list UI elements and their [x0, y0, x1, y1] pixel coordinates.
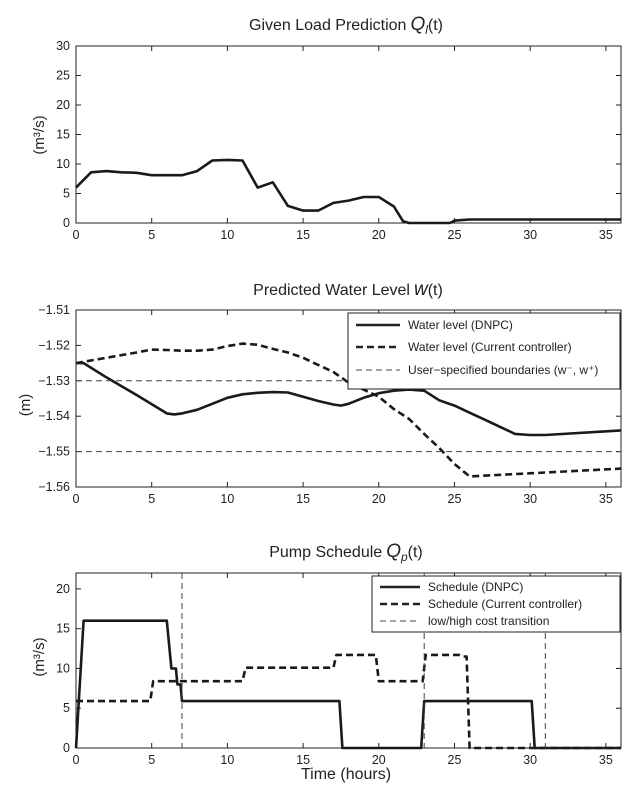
pump-x-tick-label: 10 — [220, 753, 234, 767]
load-y-tick-label: 30 — [56, 39, 70, 53]
water-level-y-tick-label: −1.52 — [38, 338, 70, 352]
load-x-tick-label: 15 — [296, 228, 310, 242]
load-x-tick-label: 35 — [599, 228, 613, 242]
water-level-x-tick-label: 0 — [73, 492, 80, 506]
pump-series-dnpc-line — [74, 619, 621, 750]
load-x-tick-label: 30 — [523, 228, 537, 242]
pump-y-tick-label: 10 — [56, 661, 70, 675]
water-level-x-tick-label: 35 — [599, 492, 613, 506]
water-level-y-tick-label: −1.55 — [38, 445, 70, 459]
water-level-x-tick-label: 15 — [296, 492, 310, 506]
pump-x-tick-label: 35 — [599, 753, 613, 767]
water-level-y-tick-label: −1.54 — [38, 409, 70, 423]
load-y-tick-label: 20 — [56, 98, 70, 112]
pump-x-tick-label: 15 — [296, 753, 310, 767]
water-level-axes-frame — [75, 309, 622, 488]
legend-label-current: Water level (Current controller) — [408, 340, 572, 354]
water-level-legend: Water level (DNPC) Water level (Current … — [347, 312, 621, 390]
water-level-x-tick-label: 5 — [148, 492, 155, 506]
pump-y-tick-label: 0 — [63, 741, 70, 755]
pump-x-tick-label: 25 — [448, 753, 462, 767]
pump-schedule-panel: Pump Schedule Qp(t) (m³/s) Time (hours) 0… — [31, 541, 622, 783]
pump-x-tick-label: 5 — [148, 753, 155, 767]
legend-label-schedule-current: Schedule (Current controller) — [428, 597, 582, 611]
load-series-dnpc-line — [75, 158, 621, 225]
load-y-tick-label: 25 — [56, 69, 70, 83]
water-level-x-tick-label: 10 — [220, 492, 234, 506]
pump-y-tick-label: 20 — [56, 582, 70, 596]
water-level-y-tick-label: −1.56 — [38, 480, 70, 494]
load-chart-marks: 0 5 10 15 20 25 30 35 0 5 10 15 20 25 30 — [56, 39, 622, 242]
water-level-x-tick-label: 30 — [523, 492, 537, 506]
legend-label-schedule-dnpc: Schedule (DNPC) — [428, 580, 523, 594]
pump-schedule-chart-marks: 0 5 10 15 20 25 30 35 0 5 10 15 20 — [56, 572, 622, 767]
pump-x-tick-label: 30 — [523, 753, 537, 767]
water-level-chart-title: Predicted Water Level w(t) — [253, 279, 443, 300]
x-axis-label: Time (hours) — [301, 766, 391, 783]
pump-x-tick-label: 20 — [372, 753, 386, 767]
water-level-y-tick-label: −1.53 — [38, 374, 70, 388]
water-level-x-tick-label: 25 — [448, 492, 462, 506]
water-level-y-tick-label: −1.51 — [38, 303, 70, 317]
water-level-chart-marks: 0 5 10 15 20 25 30 35 −1.51 −1.52 −1.53 −1.54 −1.55 −… — [38, 303, 622, 506]
load-chart-title: Given Load Prediction Ql(t) — [249, 14, 443, 37]
pump-x-tick-label: 0 — [73, 753, 80, 767]
pump-schedule-legend: Schedule (DNPC) Schedule (Current contro… — [371, 575, 621, 633]
load-prediction-panel: Given Load Prediction Ql(t) (m³/s) 0 5 10 15… — [31, 14, 622, 242]
load-x-tick-label: 5 — [148, 228, 155, 242]
water-level-x-tick-label: 20 — [372, 492, 386, 506]
pump-y-tick-label: 5 — [63, 701, 70, 715]
load-y-tick-label: 15 — [56, 128, 70, 142]
water-level-series-dnpc-line — [76, 361, 622, 437]
load-x-tick-label: 25 — [448, 228, 462, 242]
pump-y-tick-label: 15 — [56, 622, 70, 636]
load-y-tick-label: 5 — [63, 187, 70, 201]
load-y-axis-label: (m³/s) — [31, 115, 48, 154]
load-y-tick-label: 0 — [63, 216, 70, 230]
legend-label-boundaries: User−specified boundaries (w⁻, w⁺) — [408, 363, 598, 377]
load-y-tick-label: 10 — [56, 157, 70, 171]
legend-label-cost-transition: low/high cost transition — [428, 614, 549, 628]
pump-schedule-chart-title: Pump Schedule Qp(t) — [269, 541, 423, 564]
load-x-tick-label: 20 — [372, 228, 386, 242]
pump-series-current-line — [76, 653, 621, 750]
water-level-series-current-line — [75, 342, 622, 478]
water-level-y-axis-label: (m) — [17, 394, 34, 417]
load-x-tick-label: 10 — [220, 228, 234, 242]
load-x-tick-label: 0 — [73, 228, 80, 242]
water-level-panel: Predicted Water Level w(t) (m) 0 5 10 15 20 25… — [17, 279, 622, 506]
legend-label-dnpc: Water level (DNPC) — [408, 318, 513, 332]
pump-y-axis-label: (m³/s) — [31, 637, 48, 676]
